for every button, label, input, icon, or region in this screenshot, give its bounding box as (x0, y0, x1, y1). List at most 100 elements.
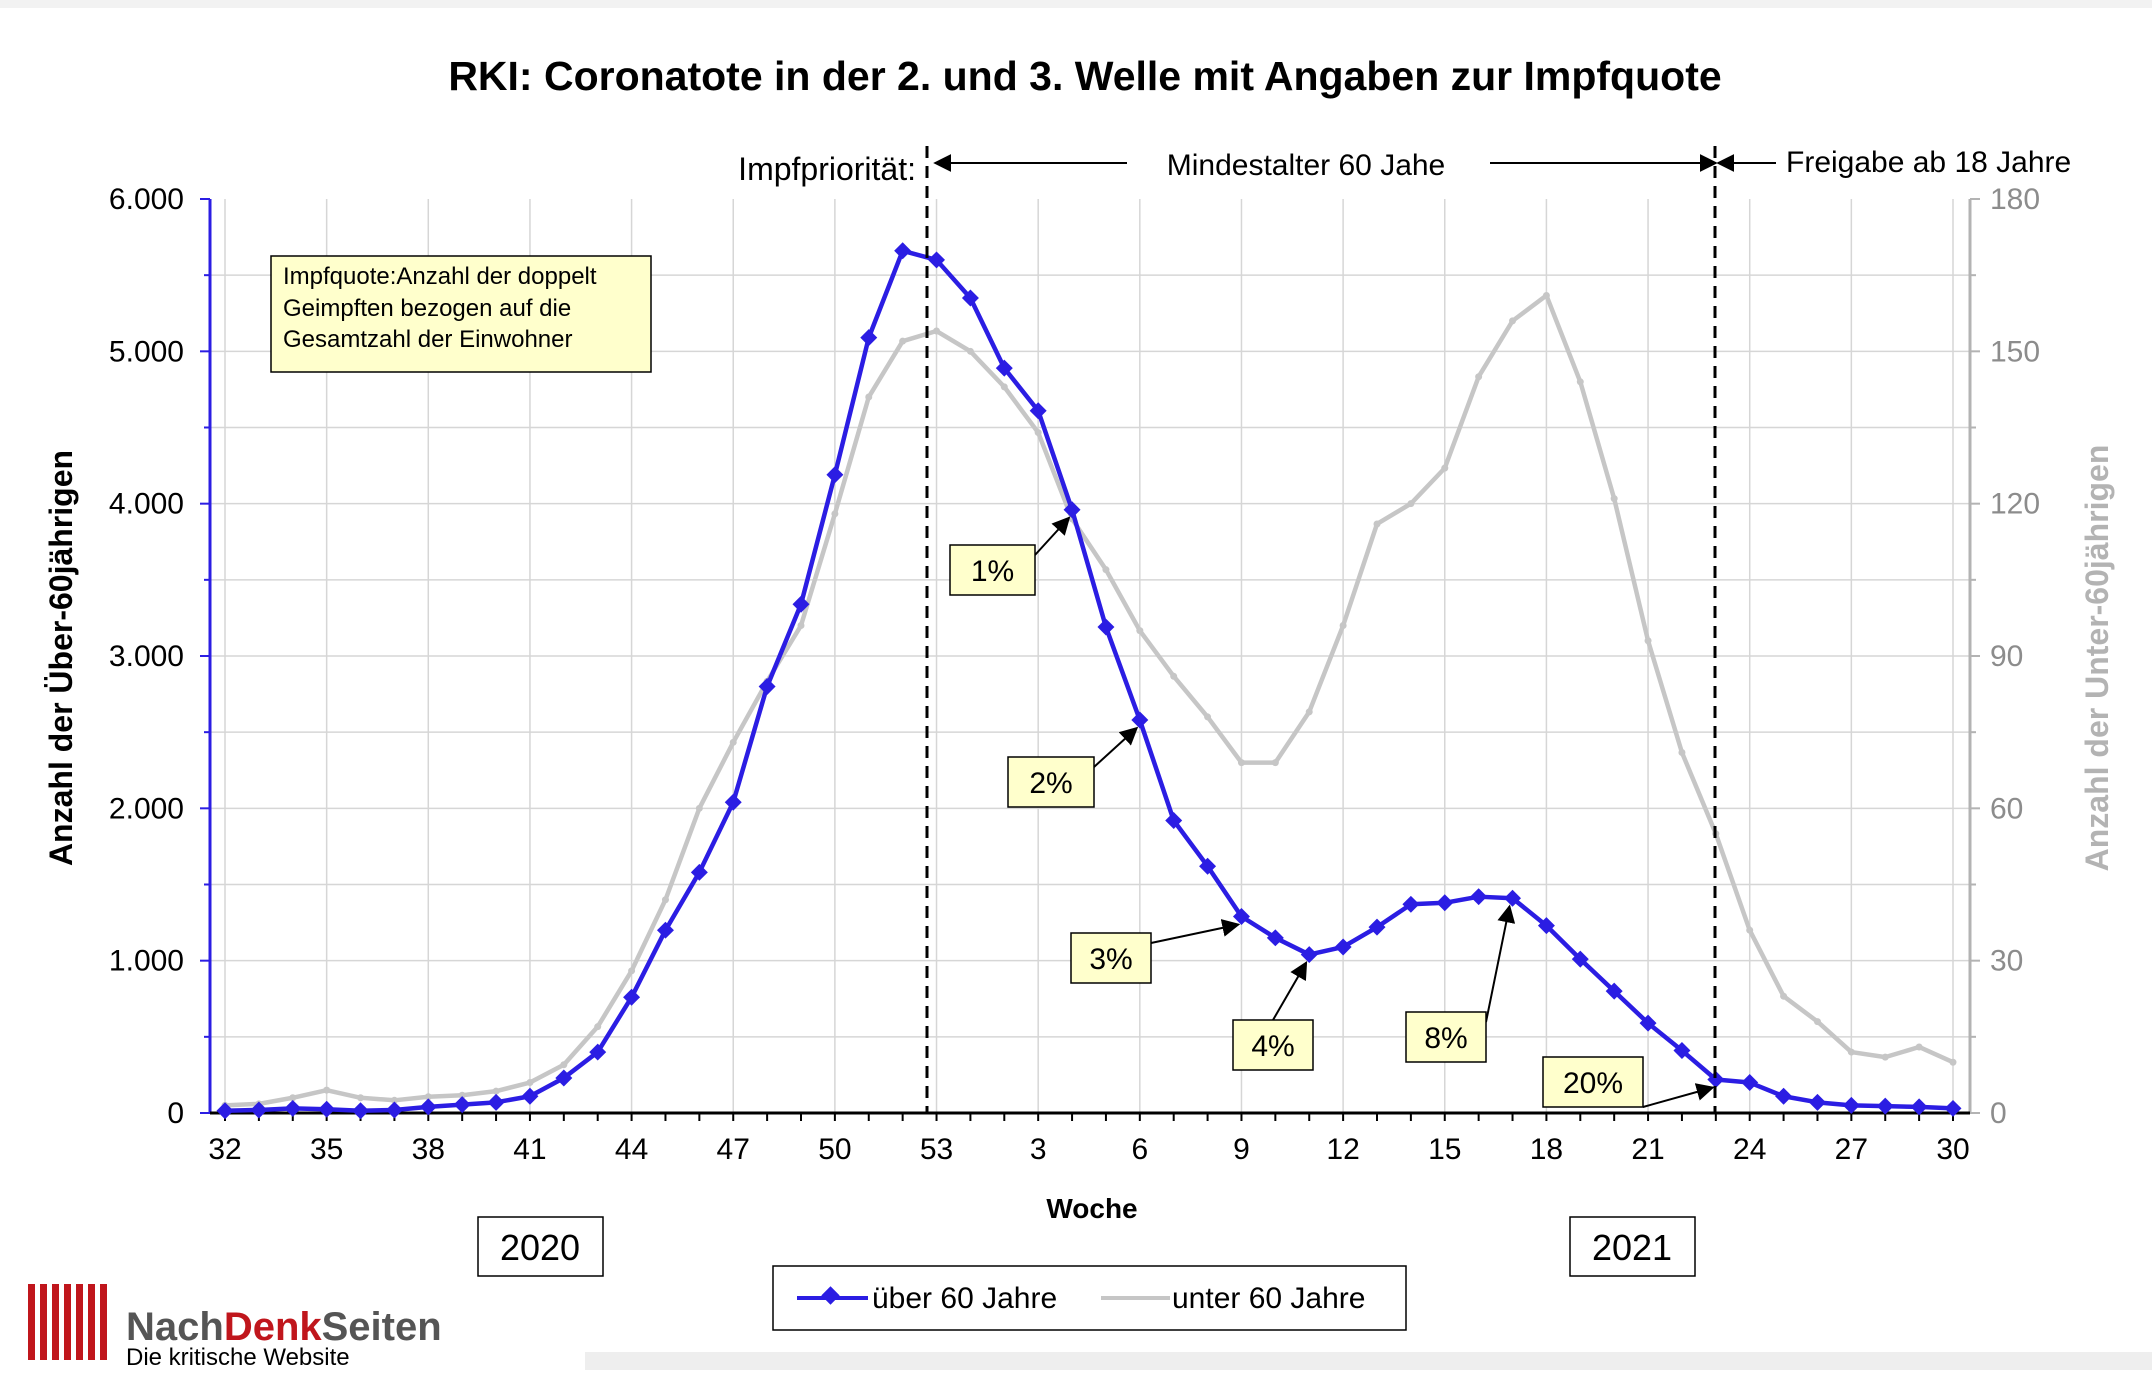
y-left-tick-label: 2.000 (109, 792, 184, 825)
point-under-60 (831, 510, 839, 518)
point-under-60 (661, 896, 669, 904)
x-tick-label: 9 (1233, 1133, 1250, 1166)
point-over-60 (1436, 894, 1454, 912)
point-over-60 (724, 793, 742, 811)
point-over-60 (1199, 857, 1217, 875)
brand-logo: NachDenkSeiten Die kritische Website (28, 1284, 442, 1371)
point-under-60 (899, 337, 907, 345)
annotation-arrow (1093, 726, 1139, 768)
y-left-tick-label: 0 (167, 1097, 184, 1130)
annotation-box (1232, 1019, 1314, 1071)
point-under-60 (390, 1096, 398, 1104)
point-over-60 (690, 863, 708, 881)
point-over-60 (1741, 1074, 1759, 1092)
y-left-tick-labels: 0 1.000 2.000 3.000 4.000 5.000 6.000 (109, 183, 184, 1130)
point-over-60 (1537, 917, 1555, 935)
point-over-60 (1571, 950, 1589, 968)
series-over-60 (216, 242, 1962, 1120)
x-tick-label: 24 (1733, 1133, 1766, 1166)
point-under-60 (323, 1086, 331, 1094)
note-line-3: Gesamtzahl der Einwohner (283, 326, 572, 353)
point-under-60 (1847, 1048, 1855, 1056)
phase1-label: Mindestalter 60 Jahe (1167, 149, 1446, 182)
point-over-60 (589, 1043, 607, 1061)
chart-title: RKI: Coronatote in der 2. und 3. Welle m… (448, 53, 1721, 99)
point-under-60 (357, 1094, 365, 1102)
point-under-60 (424, 1093, 432, 1101)
annotation-arrow (1642, 1083, 1715, 1108)
point-under-60 (695, 804, 703, 812)
annotation-label: 20% (1563, 1067, 1623, 1100)
annotation-label: 2% (1029, 767, 1072, 800)
point-over-60 (1165, 812, 1183, 830)
y-right-tick-label: 150 (1990, 335, 2040, 368)
annotation-label: 1% (971, 555, 1014, 588)
x-tick-labels: 32 35 38 41 44 47 50 53 3 6 9 12 15 18 21 24 27 30 (208, 1133, 1969, 1166)
series-under-60 (221, 291, 1957, 1109)
point-under-60 (1339, 622, 1347, 630)
annotation-2pct: 2% (1007, 726, 1139, 808)
point-under-60 (492, 1087, 500, 1095)
point-over-60 (555, 1069, 573, 1087)
point-under-60 (1678, 748, 1686, 756)
point-over-60 (758, 677, 776, 695)
point-under-60 (1949, 1058, 1957, 1066)
point-under-60 (1237, 759, 1245, 767)
point-under-60 (1915, 1043, 1923, 1051)
point-over-60 (1910, 1098, 1928, 1116)
y-right-tick-label: 90 (1990, 640, 2023, 673)
grid (210, 199, 1970, 1113)
point-over-60 (1300, 946, 1318, 964)
annotation-arrow (1150, 919, 1241, 944)
annotation-box (1405, 1011, 1487, 1063)
point-under-60 (1271, 759, 1279, 767)
brand-tagline: Die kritische Website (126, 1344, 350, 1371)
annotation-4pct: 4% (1232, 961, 1314, 1071)
point-under-60 (1034, 429, 1042, 437)
annotation-box (1007, 756, 1095, 808)
brand-name-part3: Seiten (322, 1305, 442, 1349)
annotation-1pct: 1% (949, 516, 1071, 596)
point-under-60 (729, 738, 737, 746)
point-under-60 (458, 1091, 466, 1099)
point-over-60 (1876, 1097, 1894, 1115)
point-under-60 (628, 967, 636, 975)
x-tick-label: 27 (1835, 1133, 1868, 1166)
y-left-tick-label: 3.000 (109, 640, 184, 673)
annotation-8pct: 8% (1405, 904, 1516, 1063)
x-tick-label: 38 (412, 1133, 445, 1166)
y-right-tick-label: 30 (1990, 945, 2023, 978)
x-axis-title: Woche (1046, 1193, 1137, 1224)
brand-name-part1: Nach (126, 1305, 224, 1349)
point-over-60 (1605, 982, 1623, 1000)
annotation-label: 3% (1089, 943, 1132, 976)
point-over-60 (1673, 1042, 1691, 1060)
point-under-60 (1542, 291, 1550, 299)
point-over-60 (521, 1087, 539, 1105)
annotation-box (1070, 932, 1152, 984)
annotation-box (949, 544, 1036, 596)
x-tick-label: 30 (1936, 1133, 1969, 1166)
point-under-60 (1813, 1018, 1821, 1026)
point-under-60 (1780, 992, 1788, 1000)
point-over-60 (1944, 1099, 1962, 1117)
y-right-tick-label: 60 (1990, 792, 2023, 825)
annotation-arrow (1034, 516, 1071, 556)
y-right-tick-labels: 0 30 60 90 120 150 180 (1990, 183, 2040, 1130)
year-label-2020: 2020 (500, 1227, 580, 1268)
x-tick-label: 41 (513, 1133, 546, 1166)
annotation-label: 4% (1251, 1030, 1294, 1063)
y-left-tick-label: 1.000 (109, 945, 184, 978)
point-under-60 (1881, 1053, 1889, 1061)
x-tick-label: 35 (310, 1133, 343, 1166)
x-tick-label: 50 (818, 1133, 851, 1166)
point-under-60 (560, 1061, 568, 1069)
logo-bar (64, 1284, 71, 1360)
point-under-60 (594, 1023, 602, 1031)
point-over-60 (385, 1101, 403, 1119)
note-box: Impfquote:Anzahl der doppelt Geimpften b… (270, 255, 652, 373)
point-over-60 (1842, 1096, 1860, 1114)
point-over-60 (792, 595, 810, 613)
point-under-60 (1305, 708, 1313, 716)
point-over-60 (961, 289, 979, 307)
